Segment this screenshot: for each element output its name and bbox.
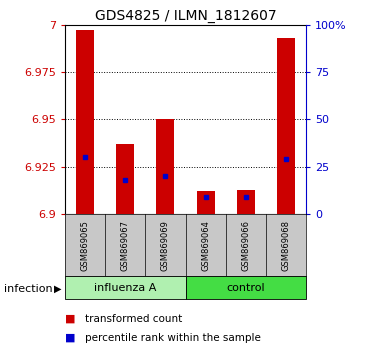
Text: percentile rank within the sample: percentile rank within the sample: [85, 333, 261, 343]
Text: infection: infection: [4, 284, 52, 293]
Bar: [156, 120, 174, 214]
Text: control: control: [226, 282, 265, 293]
Text: GSM869069: GSM869069: [161, 220, 170, 270]
Bar: [237, 189, 255, 214]
Text: GSM869068: GSM869068: [282, 219, 290, 271]
Text: ■: ■: [65, 314, 75, 324]
Text: GSM869066: GSM869066: [241, 219, 250, 271]
Bar: [197, 192, 215, 214]
Text: GSM869064: GSM869064: [201, 220, 210, 270]
FancyBboxPatch shape: [65, 276, 186, 299]
Bar: [116, 144, 134, 214]
FancyBboxPatch shape: [186, 276, 306, 299]
Text: GSM869067: GSM869067: [121, 219, 130, 271]
Text: GDS4825 / ILMN_1812607: GDS4825 / ILMN_1812607: [95, 9, 276, 23]
Text: ▶: ▶: [54, 284, 61, 293]
Text: transformed count: transformed count: [85, 314, 183, 324]
Bar: [76, 30, 94, 214]
Text: GSM869065: GSM869065: [81, 220, 89, 270]
Text: ■: ■: [65, 333, 75, 343]
Bar: [277, 38, 295, 214]
Text: influenza A: influenza A: [94, 282, 157, 293]
